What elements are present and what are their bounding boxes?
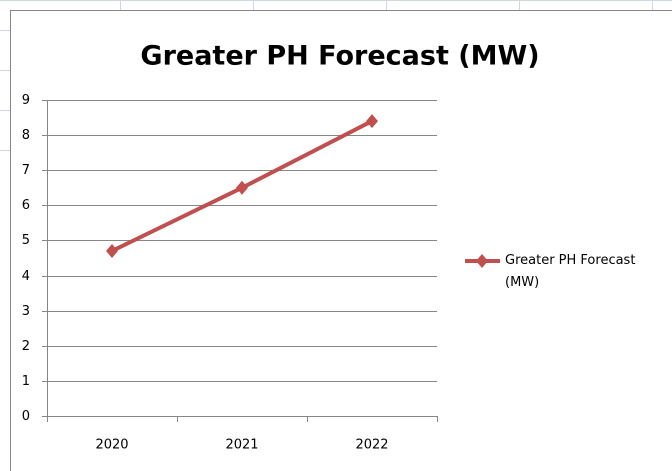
y-tick-label: 8 <box>22 128 30 143</box>
y-tick-label: 1 <box>22 374 30 389</box>
y-tick-label: 3 <box>22 304 30 319</box>
data-point <box>106 243 118 258</box>
y-tick-label: 4 <box>22 269 30 284</box>
x-tick-label: 2020 <box>95 438 128 453</box>
y-tick-label: 2 <box>22 339 30 354</box>
data-point <box>236 180 248 195</box>
legend-marker <box>476 254 488 268</box>
x-tick-label: 2022 <box>355 438 388 453</box>
x-tick-label: 2021 <box>225 438 258 453</box>
legend-label: Greater PH Forecast (MW) <box>505 253 636 290</box>
y-tick-label: 7 <box>22 163 30 178</box>
y-tick-label: 9 <box>22 93 30 108</box>
data-point <box>366 114 378 129</box>
y-tick-label: 0 <box>22 409 30 424</box>
chart-title: Greater PH Forecast (MW) <box>140 41 539 72</box>
sheet-grid <box>0 0 672 151</box>
y-tick-label: 6 <box>22 198 30 213</box>
y-tick-label: 5 <box>22 233 30 248</box>
